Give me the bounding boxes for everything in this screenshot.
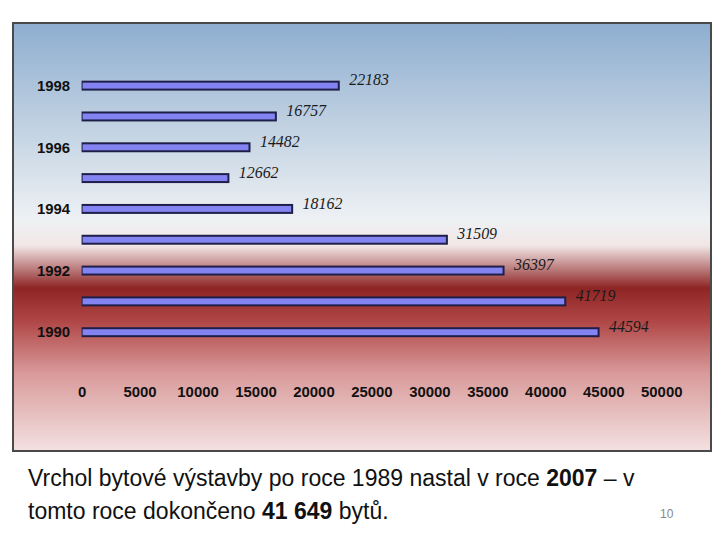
svg-text:12662: 12662 (239, 164, 279, 181)
svg-text:40000: 40000 (525, 384, 566, 400)
svg-text:0: 0 (78, 384, 86, 400)
svg-text:1998: 1998 (37, 78, 70, 94)
svg-text:36397: 36397 (513, 256, 555, 273)
svg-text:45000: 45000 (583, 384, 624, 400)
svg-text:14482: 14482 (260, 133, 300, 150)
svg-text:25000: 25000 (351, 384, 392, 400)
svg-text:16757: 16757 (286, 102, 327, 119)
svg-text:35000: 35000 (467, 384, 508, 400)
html-text:Vrchol bytové výstavby po roce: Vrchol bytové výstavby po roce 1989 nast… (28, 465, 635, 524)
svg-text:1994: 1994 (37, 201, 71, 217)
svg-text:20000: 20000 (293, 384, 334, 400)
svg-text:30000: 30000 (409, 384, 450, 400)
svg-text:1996: 1996 (37, 140, 70, 156)
svg-text:50000: 50000 (641, 384, 682, 400)
svg-text:1990: 1990 (37, 324, 70, 340)
svg-text:1992: 1992 (37, 263, 70, 279)
svg-text:5000: 5000 (123, 384, 156, 400)
svg-text:15000: 15000 (235, 384, 276, 400)
svg-text:10000: 10000 (177, 384, 218, 400)
svg-text:22183: 22183 (349, 71, 389, 88)
svg-text:18162: 18162 (303, 195, 343, 212)
svg-text:31509: 31509 (456, 225, 497, 242)
svg-text:41719: 41719 (576, 287, 616, 304)
svg-text:44594: 44594 (609, 318, 649, 335)
html-text:10: 10 (660, 507, 674, 521)
